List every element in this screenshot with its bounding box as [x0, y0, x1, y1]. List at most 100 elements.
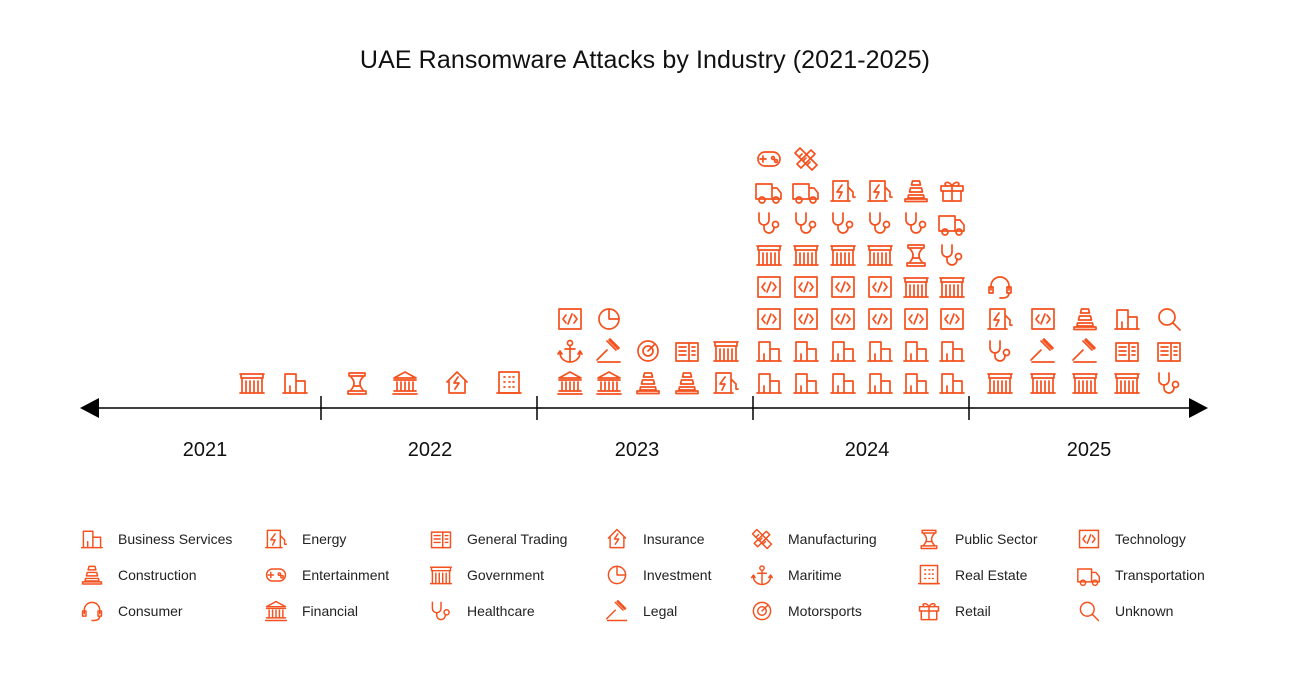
attack-mark-building-icon: [756, 341, 782, 362]
attack-mark-house-shield-icon: [446, 371, 468, 394]
legend-label: Motorsports: [788, 603, 862, 619]
axis-right-arrow: [1189, 398, 1208, 418]
attack-mark-code-icon: [1031, 308, 1055, 330]
truck-icon: [1077, 568, 1101, 587]
timeline-axis: [80, 396, 1208, 420]
code-icon: [1078, 529, 1100, 549]
attack-mark-government-building-icon: [713, 341, 739, 362]
attack-mark-building-icon: [756, 373, 782, 394]
attack-mark-building-icon: [830, 373, 856, 394]
podium-icon: [920, 529, 938, 550]
attack-mark-building-icon: [793, 373, 819, 394]
attack-mark-building-icon: [867, 341, 893, 362]
anchor-icon: [750, 565, 774, 586]
traffic-cone-icon: [81, 565, 103, 585]
attack-mark-bank-icon: [596, 371, 622, 395]
year-label-2025: 2025: [1067, 439, 1112, 461]
office-building-icon: [917, 564, 941, 585]
legend-item-investment: Investment: [607, 565, 712, 585]
legend-item-business: Business Services: [80, 530, 232, 549]
legend-label: Energy: [302, 531, 346, 547]
legend-item-healthcare: Healthcare: [431, 601, 535, 621]
gavel-icon: [605, 599, 628, 622]
legend-item-realestate: Real Estate: [917, 564, 1028, 585]
legend-item-construction: Construction: [81, 565, 197, 585]
attack-mark-code-icon: [757, 276, 781, 298]
attack-mark-building-icon: [903, 341, 929, 362]
attack-mark-code-icon: [868, 276, 892, 298]
legend-item-transportation: Transportation: [1077, 567, 1205, 587]
attack-mark-building-icon: [939, 373, 965, 394]
attack-mark-building-icon: [867, 373, 893, 394]
legend-label: Healthcare: [467, 603, 535, 619]
attack-mark-headset-icon: [988, 276, 1012, 299]
year-label-2023: 2023: [615, 439, 660, 461]
attack-mark-speedometer-icon: [637, 340, 659, 362]
legend-item-financial: Financial: [264, 600, 358, 622]
attack-mark-building-icon: [903, 373, 929, 394]
attack-mark-fuel-pump-icon: [713, 372, 739, 394]
attack-mark-gift-icon: [940, 181, 964, 202]
legend-label: Retail: [955, 603, 991, 619]
attack-mark-code-icon: [868, 308, 892, 330]
attack-mark-storefront-icon: [1157, 342, 1181, 362]
legend-item-retail: Retail: [918, 602, 991, 621]
attack-mark-bank-icon: [557, 371, 583, 395]
legend-label: Financial: [302, 603, 358, 619]
legend: Business Services Construction Consumer Ene…: [80, 528, 1205, 622]
attack-mark-government-building-icon: [903, 277, 929, 298]
attack-mark-stethoscope-icon: [869, 212, 891, 234]
attack-mark-stethoscope-icon: [795, 212, 817, 234]
legend-item-trading: General Trading: [430, 531, 567, 549]
legend-label: Insurance: [643, 531, 705, 547]
year-group-2023: [557, 308, 739, 395]
attack-mark-traffic-cone-icon: [636, 372, 660, 395]
attack-mark-gavel-icon: [1072, 338, 1097, 363]
attack-mark-storefront-icon: [1115, 342, 1139, 362]
year-label-2021: 2021: [183, 439, 228, 461]
attack-mark-office-building-icon: [496, 371, 522, 394]
legend-label: Public Sector: [955, 531, 1038, 547]
axis-left-arrow: [80, 398, 99, 418]
attack-mark-code-icon: [940, 308, 964, 330]
legend-item-government: Government: [429, 566, 544, 585]
attack-mark-government-building-icon: [987, 373, 1013, 394]
legend-label: Business Services: [118, 531, 232, 547]
government-building-icon: [429, 566, 453, 585]
legend-item-manufacturing: Manufacturing: [751, 528, 877, 550]
attack-mark-building-icon: [282, 373, 308, 394]
legend-label: Transportation: [1115, 567, 1205, 583]
headset-icon: [81, 601, 103, 622]
attack-mark-truck-icon: [755, 183, 782, 204]
attack-mark-code-icon: [831, 308, 855, 330]
house-shield-icon: [607, 528, 627, 549]
attack-mark-stethoscope-icon: [758, 212, 780, 234]
legend-item-unknown: Unknown: [1079, 601, 1173, 622]
attack-mark-traffic-cone-icon: [675, 372, 699, 395]
legend-label: Maritime: [788, 567, 842, 583]
attack-mark-gamepad-icon: [757, 151, 781, 167]
attack-mark-government-building-icon: [867, 245, 893, 266]
attack-mark-traffic-cone-icon: [1073, 308, 1097, 331]
attack-mark-code-icon: [794, 308, 818, 330]
pie-chart-icon: [607, 565, 627, 585]
legend-label: Technology: [1115, 531, 1186, 547]
attack-mark-stethoscope-icon: [1158, 372, 1180, 394]
attack-mark-building-icon: [793, 341, 819, 362]
attack-mark-stethoscope-icon: [905, 212, 927, 234]
attack-mark-government-building-icon: [239, 373, 265, 394]
attack-mark-government-building-icon: [1072, 373, 1098, 394]
attack-mark-fuel-pump-icon: [867, 180, 893, 202]
attack-mark-anchor-icon: [557, 339, 583, 363]
attack-mark-ruler-pencil-icon: [794, 147, 818, 171]
attack-mark-truck-icon: [792, 183, 819, 204]
attack-mark-government-building-icon: [939, 277, 965, 298]
attack-mark-government-building-icon: [756, 245, 782, 266]
attack-mark-building-icon: [1114, 309, 1140, 330]
attack-mark-government-building-icon: [830, 245, 856, 266]
gamepad-icon: [265, 568, 287, 582]
attack-mark-stethoscope-icon: [941, 244, 963, 266]
stethoscope-icon: [431, 601, 450, 621]
year-group-2021: [239, 373, 308, 394]
legend-label: Legal: [643, 603, 677, 619]
